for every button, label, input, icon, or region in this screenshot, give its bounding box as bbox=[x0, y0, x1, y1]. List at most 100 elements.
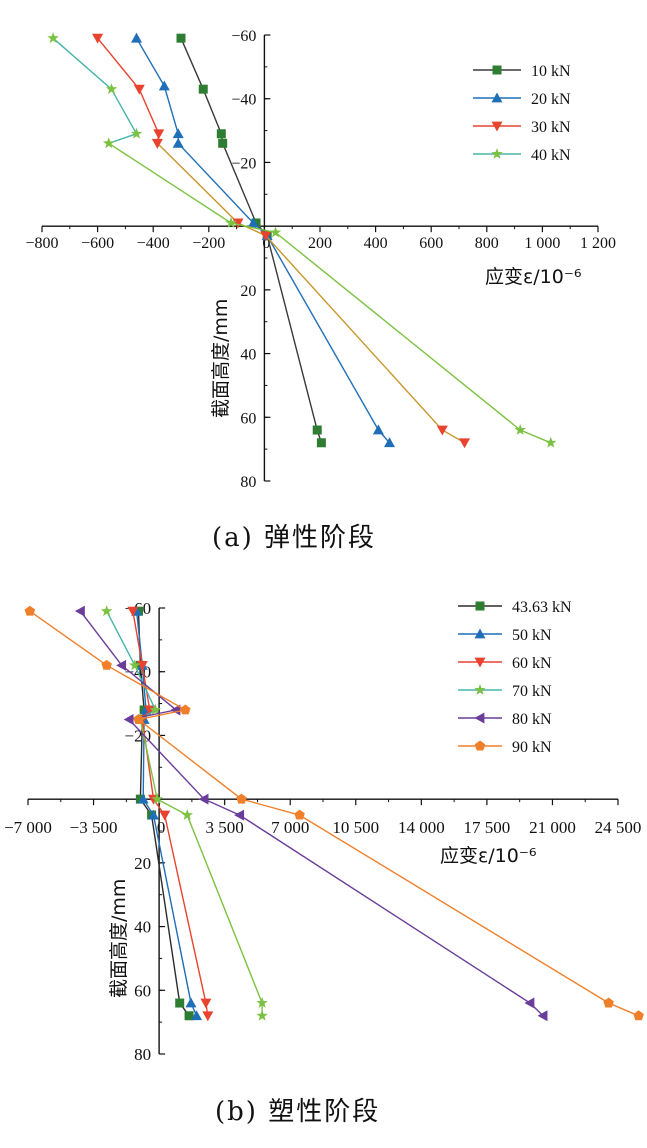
data-point bbox=[47, 32, 59, 44]
legend-a: 10 kN 20 kN 30 kN 40 kN bbox=[473, 63, 571, 164]
x-tick-label: −600 bbox=[81, 235, 114, 252]
y-tick-label: −40 bbox=[231, 92, 256, 109]
legend-label: 80 kN bbox=[512, 711, 552, 728]
legend-label: 20 kN bbox=[531, 91, 571, 108]
series-line bbox=[52, 37, 138, 144]
data-point bbox=[633, 1010, 644, 1021]
legend-marker bbox=[491, 121, 503, 132]
caption-b: (b) 塑性阶段 bbox=[215, 1097, 380, 1127]
legend-item: 70 kN bbox=[458, 683, 552, 700]
x-axis-label-b: 应变ε/10⁻⁶ bbox=[440, 845, 537, 867]
data-point bbox=[234, 809, 245, 821]
legend-marker bbox=[475, 601, 485, 611]
data-point bbox=[236, 793, 247, 804]
legend-marker bbox=[491, 147, 503, 159]
legend-marker bbox=[474, 683, 486, 695]
data-point bbox=[102, 137, 115, 149]
x-tick-label: 14 000 bbox=[398, 818, 445, 837]
series-line bbox=[79, 610, 178, 721]
x-tick-label: 3 500 bbox=[206, 818, 244, 837]
data-point bbox=[74, 605, 85, 617]
series-90-kN bbox=[24, 605, 644, 1021]
data-point bbox=[129, 659, 141, 671]
data-point bbox=[198, 793, 209, 805]
legend-b: 43.63 kN 50 kN 60 kN 70 kN 80 kN 90 kN bbox=[458, 599, 572, 756]
data-point bbox=[127, 606, 139, 617]
legend-label: 60 kN bbox=[512, 655, 552, 672]
data-point bbox=[176, 33, 186, 43]
x-tick-label: 1 200 bbox=[580, 235, 616, 252]
x-tick-label: −400 bbox=[137, 235, 170, 252]
x-tick-label: 17 500 bbox=[464, 818, 511, 837]
y-axis-label-a: 截面高度/mm bbox=[210, 299, 232, 418]
legend-label: 43.63 kN bbox=[512, 599, 572, 616]
legend-label: 10 kN bbox=[531, 63, 571, 80]
legend-marker bbox=[474, 740, 486, 751]
y-tick-label: 20 bbox=[240, 283, 256, 300]
series-line bbox=[108, 142, 551, 444]
legend-item: 10 kN bbox=[473, 63, 571, 80]
data-point bbox=[524, 997, 535, 1009]
data-point bbox=[225, 216, 237, 228]
data-point bbox=[372, 424, 384, 435]
data-point bbox=[247, 217, 259, 228]
data-point bbox=[184, 1011, 194, 1021]
legend-marker bbox=[491, 92, 503, 103]
x-tick-label: 0 bbox=[262, 235, 270, 252]
x-tick-label: 7 000 bbox=[271, 818, 309, 837]
x-tick-label: 600 bbox=[419, 235, 443, 252]
legend-marker bbox=[474, 628, 486, 639]
legend-item: 90 kN bbox=[458, 739, 552, 756]
data-point bbox=[149, 703, 162, 715]
series-line bbox=[135, 611, 147, 720]
x-tick-label: −200 bbox=[192, 235, 225, 252]
data-point bbox=[153, 129, 165, 140]
x-axis-label-a: 应变ε/10⁻⁶ bbox=[485, 266, 582, 288]
y-tick-label: 80 bbox=[240, 474, 256, 491]
x-tick-label: −7 000 bbox=[4, 818, 52, 837]
x-tick-label: 21 000 bbox=[529, 818, 576, 837]
data-point bbox=[198, 84, 208, 94]
series-60-kN bbox=[127, 606, 214, 1022]
x-tick-label: −800 bbox=[25, 235, 58, 252]
legend-label: 50 kN bbox=[512, 627, 552, 644]
series-line bbox=[29, 610, 188, 721]
y-tick-label: 20 bbox=[134, 854, 151, 873]
data-point bbox=[123, 714, 134, 725]
data-point bbox=[185, 997, 197, 1008]
x-tick-label: 800 bbox=[475, 235, 499, 252]
data-point bbox=[130, 127, 143, 139]
legend-label: 30 kN bbox=[531, 119, 571, 136]
legend-item: 80 kN bbox=[458, 711, 552, 728]
data-point bbox=[232, 218, 244, 229]
series-40-kN bbox=[47, 32, 557, 448]
series-line bbox=[128, 719, 544, 1017]
data-point bbox=[200, 998, 212, 1009]
series-line bbox=[97, 37, 160, 144]
data-point bbox=[218, 138, 228, 148]
series-line bbox=[222, 143, 323, 444]
y-tick-label: 80 bbox=[134, 1045, 151, 1064]
data-point bbox=[24, 605, 36, 616]
legend-marker bbox=[474, 657, 486, 668]
data-point bbox=[256, 1009, 268, 1021]
data-point bbox=[101, 659, 112, 670]
data-point bbox=[384, 437, 395, 448]
x-tick-label: 400 bbox=[364, 235, 388, 252]
y-tick-label: 60 bbox=[240, 410, 256, 427]
series-group-b bbox=[24, 605, 644, 1022]
x-tick-label: 24 500 bbox=[595, 818, 642, 837]
data-point bbox=[316, 438, 326, 448]
legend-label: 40 kN bbox=[531, 147, 571, 164]
chart-panel-b: −7 000 −3 500 0 3 500 7 000 10 500 14 000 17 50… bbox=[4, 599, 644, 1127]
series-group-a bbox=[47, 32, 557, 449]
data-point bbox=[260, 231, 272, 242]
series-line bbox=[156, 142, 465, 444]
data-point bbox=[312, 425, 322, 435]
x-tick-label: 1 000 bbox=[524, 235, 560, 252]
data-point bbox=[116, 659, 127, 671]
y-tick-label: 40 bbox=[240, 347, 256, 364]
data-point bbox=[514, 423, 526, 435]
legend-item: 30 kN bbox=[473, 119, 571, 136]
data-point bbox=[151, 138, 163, 149]
